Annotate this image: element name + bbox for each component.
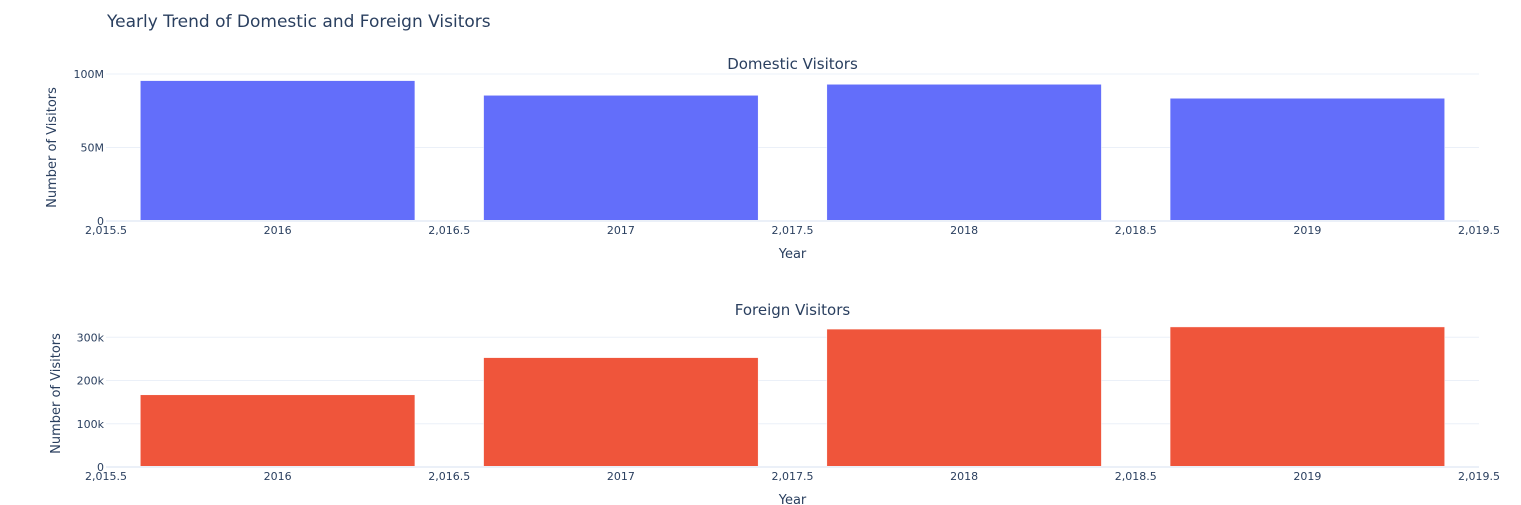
domestic-y-tick-label: 0	[97, 215, 104, 228]
figure-title: Yearly Trend of Domestic and Foreign Vis…	[106, 12, 491, 32]
domestic-x-tick-label: 2,016.5	[428, 224, 470, 237]
domestic-y-axis-title: Number of Visitors	[45, 87, 60, 208]
foreign-x-tick-label: 2017	[607, 470, 635, 483]
domestic-subplot-title: Domestic Visitors	[727, 55, 858, 73]
domestic-x-tick-label: 2018	[950, 224, 978, 237]
foreign-subplot-title: Foreign Visitors	[735, 301, 851, 319]
foreign-bar-2016	[140, 394, 416, 468]
foreign-y-tick-label: 100k	[77, 418, 105, 431]
foreign-x-tick-label: 2019	[1293, 470, 1321, 483]
domestic-x-tick-label: 2,019.5	[1458, 224, 1500, 237]
foreign-x-tick-label: 2,015.5	[85, 470, 127, 483]
domestic-bar-2018	[826, 84, 1102, 222]
domestic-bar-2017	[483, 95, 759, 222]
foreign-x-axis-title: Year	[778, 493, 807, 505]
domestic-y-tick-label: 100M	[74, 68, 105, 81]
domestic-bar-2019	[1169, 98, 1445, 222]
foreign-panel: 0 100k 200k 300k 2,015.5 2016 2,016.5 2017 2,017…	[49, 301, 1500, 505]
foreign-bar-2018	[826, 328, 1102, 468]
foreign-y-tick-label: 0	[97, 461, 104, 474]
foreign-x-tick-label: 2,016.5	[428, 470, 470, 483]
foreign-x-tick-label: 2,019.5	[1458, 470, 1500, 483]
domestic-x-tick-label: 2019	[1293, 224, 1321, 237]
foreign-bar-2017	[483, 357, 759, 468]
domestic-x-tick-label: 2,018.5	[1115, 224, 1157, 237]
domestic-x-tick-label: 2016	[264, 224, 292, 237]
foreign-x-tick-label: 2016	[264, 470, 292, 483]
domestic-y-tick-label: 50M	[81, 142, 105, 155]
foreign-bar-2019	[1169, 326, 1445, 468]
domestic-x-tick-label: 2,015.5	[85, 224, 127, 237]
domestic-bar-2016	[140, 80, 416, 222]
foreign-x-tick-label: 2,017.5	[772, 470, 814, 483]
domestic-x-axis-title: Year	[778, 247, 807, 262]
foreign-x-tick-label: 2,018.5	[1115, 470, 1157, 483]
foreign-y-tick-label: 200k	[77, 375, 105, 388]
foreign-y-axis-title: Number of Visitors	[49, 333, 64, 454]
foreign-x-tick-label: 2018	[950, 470, 978, 483]
domestic-x-tick-label: 2,017.5	[772, 224, 814, 237]
domestic-panel: 0 50M 100M 2,015.5 2016 2,016.5 2017 2,017.5 201…	[45, 55, 1500, 262]
domestic-x-tick-label: 2017	[607, 224, 635, 237]
foreign-y-tick-label: 300k	[77, 331, 105, 344]
